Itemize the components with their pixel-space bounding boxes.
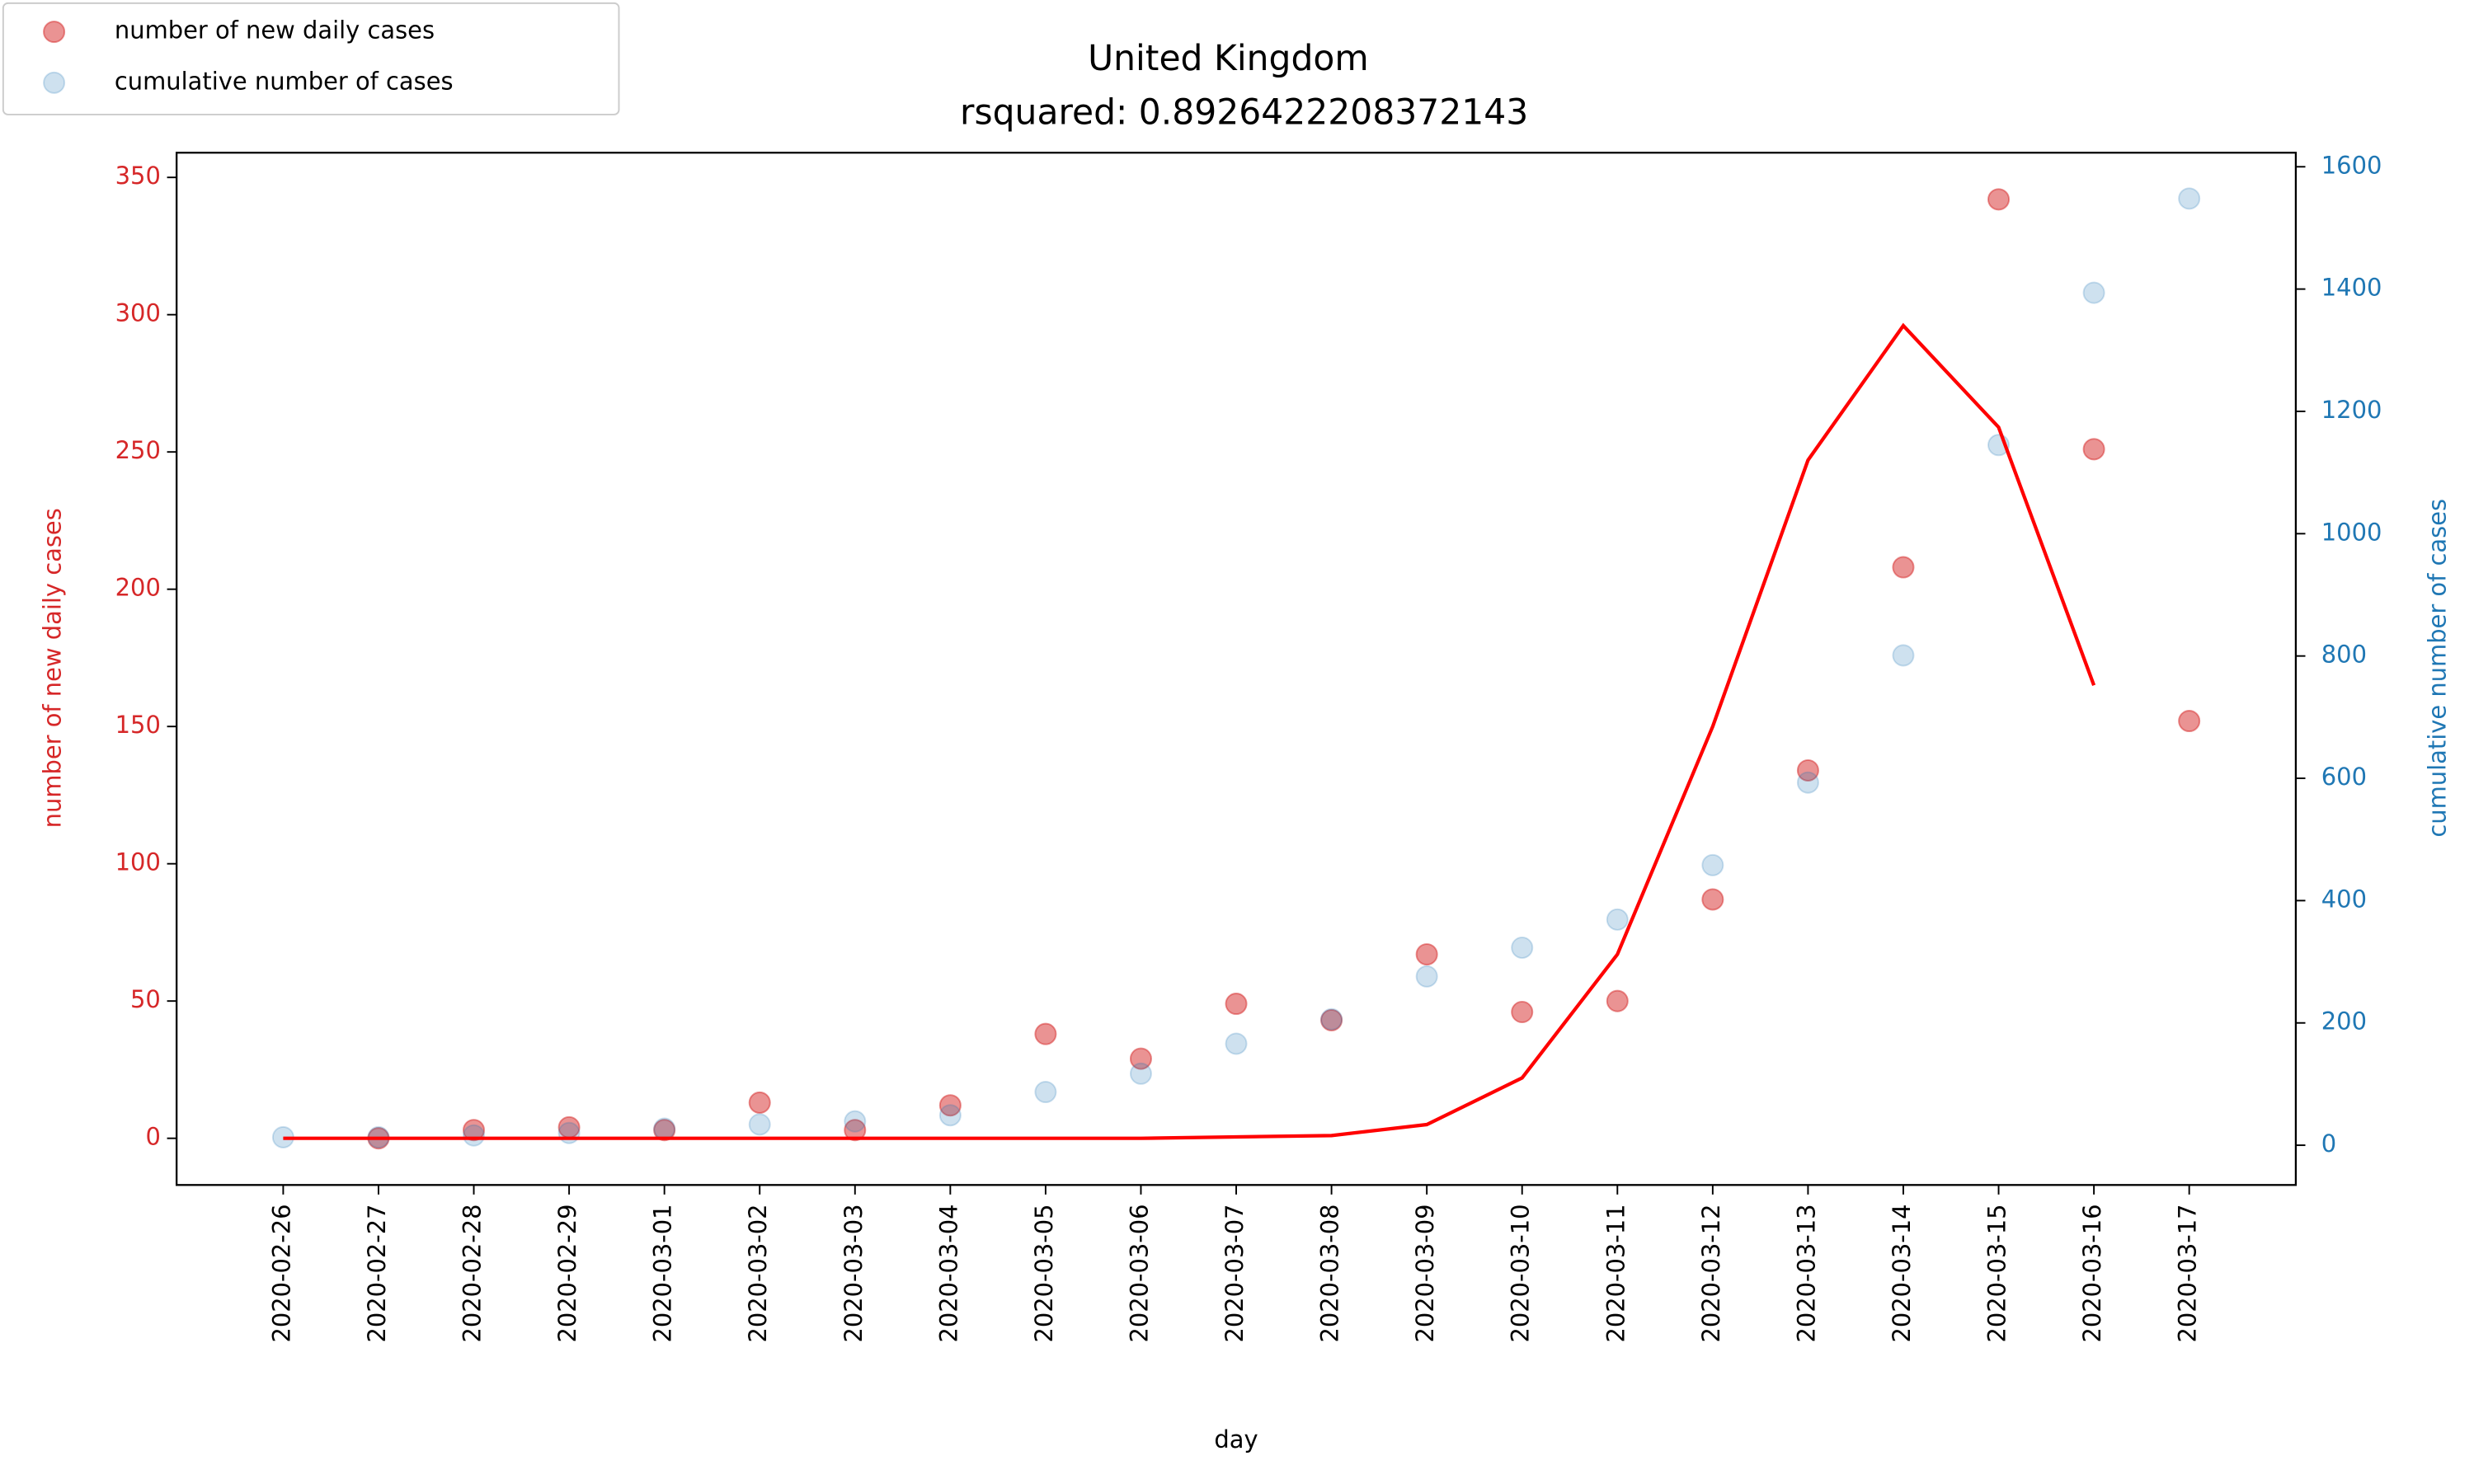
data-point [1987,188,2011,211]
y2-axis-label: cumulative number of cases [2424,499,2452,838]
data-point [1415,965,1438,988]
chart-subtitle: rsquared: 0.8926422208372143 [960,92,1528,133]
legend-marker [43,71,66,94]
y-tick-label: 200 [115,574,161,602]
data-point [1320,1008,1343,1032]
y-tick-label: 50 [130,985,161,1013]
legend-box [2,2,620,115]
x-tick-label: 2020-03-15 [1983,1204,2011,1342]
y2-tick-label: 600 [2321,763,2367,791]
x-tick-label: 2020-03-09 [1411,1204,1439,1342]
data-point [1892,556,1915,579]
y2-tick-label: 400 [2321,885,2367,913]
y2-tick-label: 800 [2321,641,2367,669]
y2-tick-label: 200 [2321,1007,2367,1036]
legend-label: number of new daily cases [115,16,435,45]
data-point [1129,1062,1152,1085]
data-point [938,1104,962,1127]
data-point [1225,1032,1248,1055]
x-tick-label: 2020-03-11 [1602,1204,1630,1342]
data-point [1701,888,1724,911]
legend-marker [43,21,66,44]
data-point [1129,1047,1152,1070]
x-tick-label: 2020-03-05 [1030,1204,1058,1342]
x-tick-label: 2020-03-08 [1316,1204,1344,1342]
y2-tick-label: 1000 [2321,518,2382,546]
legend: number of new daily cases cumulative numb… [2,2,620,115]
x-tick-label: 2020-03-01 [649,1204,677,1342]
legend-label: cumulative number of cases [115,67,454,95]
data-point [463,1124,486,1147]
y2-tick-label: 0 [2321,1129,2336,1158]
y-tick-label: 150 [115,711,161,739]
y-axis-label: number of new daily cases [39,508,67,828]
x-tick-label: 2020-03-02 [744,1204,772,1342]
x-tick-label: 2020-03-10 [1507,1204,1535,1342]
data-point [1701,853,1724,876]
y2-tick-label: 1400 [2321,274,2382,302]
x-tick-label: 2020-03-04 [934,1204,962,1342]
data-point [653,1117,676,1140]
data-point [844,1110,867,1133]
x-tick-label: 2020-03-14 [1888,1204,1916,1342]
x-tick-label: 2020-03-06 [1125,1204,1153,1342]
x-tick-label: 2020-03-12 [1697,1204,1725,1342]
y-tick-label: 100 [115,848,161,876]
data-point [1225,993,1248,1016]
data-point [1606,908,1629,931]
y-tick-label: 300 [115,299,161,327]
y-tick-label: 0 [145,1123,160,1151]
data-point [1034,1022,1057,1045]
data-point [1606,989,1629,1012]
y2-tick-label: 1200 [2321,396,2382,424]
x-tick-label: 2020-03-03 [840,1204,868,1342]
data-point [2178,187,2201,210]
data-point [1796,771,1819,794]
data-point [1511,1001,1534,1024]
data-point [1034,1081,1057,1104]
plot-area [271,187,2201,1150]
fit-line [283,322,2096,1140]
y-tick-label: 350 [115,162,161,190]
data-point [557,1121,581,1144]
data-point [1320,1007,1343,1031]
x-tick-label: 2020-03-07 [1221,1204,1249,1342]
data-point [2082,281,2105,304]
data-point [844,1119,867,1142]
data-point [1415,943,1438,966]
x-axis-label: day [1214,1425,1258,1453]
x-tick-label: 2020-03-17 [2174,1204,2202,1342]
x-tick-label: 2020-02-27 [363,1204,391,1342]
x-tick-label: 2020-03-13 [1792,1204,1820,1342]
y-tick-label: 250 [115,436,161,464]
data-point [463,1119,486,1142]
data-point [653,1119,676,1142]
chart-title: United Kingdom [1088,39,1369,79]
x-tick-label: 2020-02-28 [459,1204,487,1342]
data-point [2178,710,2201,733]
data-point [748,1113,771,1136]
x-tick-label: 2020-02-29 [553,1204,581,1342]
data-point [1892,644,1915,667]
x-tick-label: 2020-03-16 [2078,1204,2106,1342]
data-point [938,1094,962,1117]
data-point [1796,758,1819,782]
data-point [1511,936,1534,960]
x-tick-label: 2020-02-26 [267,1204,295,1342]
y2-tick-label: 1600 [2321,151,2382,179]
data-point [748,1091,771,1114]
data-point [2082,438,2105,461]
